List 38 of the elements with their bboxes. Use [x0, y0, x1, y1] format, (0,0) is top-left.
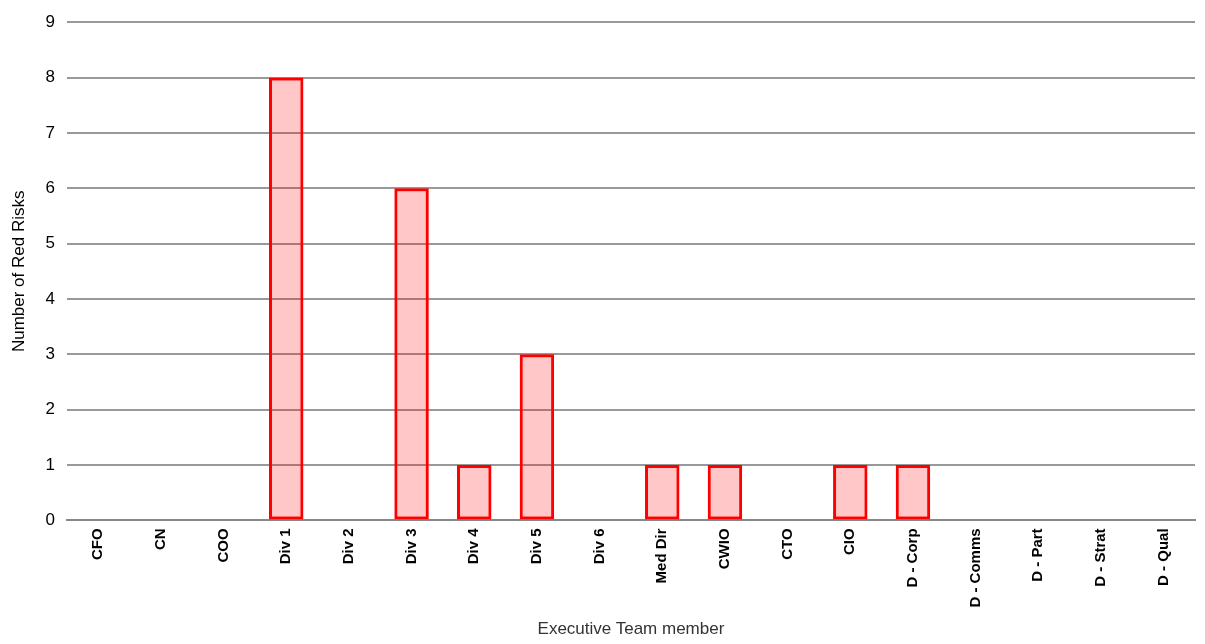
bar [457, 465, 492, 520]
y-tick-label: 4 [45, 288, 55, 308]
bar [519, 354, 555, 520]
y-tick-label: 5 [45, 233, 55, 253]
bar [895, 465, 931, 520]
x-tick-label: Div 1 [276, 528, 294, 565]
x-tick-label: D - Part [1028, 528, 1046, 582]
x-tick-label: CFO [88, 528, 106, 561]
x-tick-label: Div 6 [589, 528, 607, 565]
x-tick-label: D - Strat [1091, 528, 1109, 587]
bar [833, 465, 868, 520]
y-tick-label: 7 [45, 122, 55, 142]
bar [645, 465, 680, 520]
y-tick-label: 2 [45, 399, 55, 419]
x-tick-label: Div 2 [339, 528, 357, 565]
bar [268, 77, 304, 520]
x-axis-title: Executive Team member [537, 619, 725, 639]
bar [394, 188, 429, 520]
y-tick-label: 8 [45, 67, 55, 87]
x-tick-label: COO [213, 528, 231, 563]
y-tick-label: 6 [45, 177, 55, 197]
y-tick-label: 1 [45, 454, 55, 474]
x-tick-label: D - Corp [903, 528, 921, 588]
y-tick-label: 3 [45, 344, 55, 364]
x-tick-label: CWIO [715, 528, 733, 570]
x-tick-label: Med Dir [652, 528, 670, 584]
x-tick-label: D - Comms [965, 528, 983, 608]
y-tick-label: 9 [45, 11, 55, 31]
x-tick-label: CN [151, 528, 169, 551]
x-tick-label: Div 5 [527, 528, 545, 565]
x-tick-label: Div 3 [401, 528, 419, 565]
y-axis-title: Number of Red Risks [8, 190, 28, 353]
x-tick-label: CTO [777, 528, 795, 560]
bar [707, 465, 743, 520]
x-tick-label: CIO [840, 528, 858, 556]
y-tick-label: 0 [45, 510, 55, 530]
x-tick-label: D - Qual [1153, 528, 1171, 586]
x-tick-label: Div 4 [464, 527, 482, 565]
